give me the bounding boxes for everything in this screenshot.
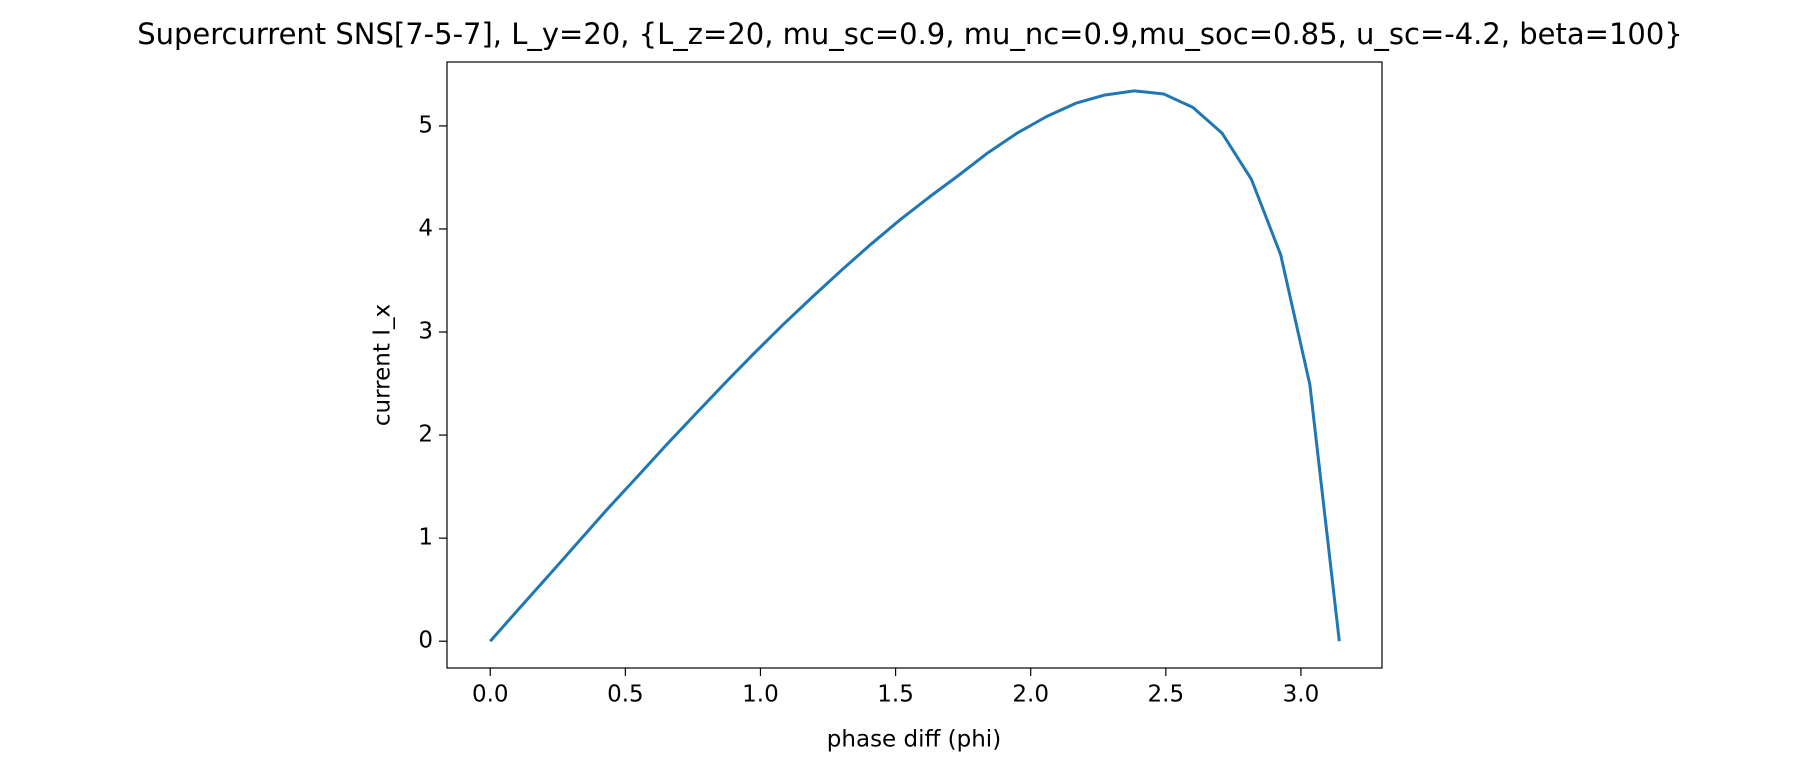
y-tick-label: 4 — [418, 215, 433, 241]
y-tick-label: 3 — [418, 319, 433, 345]
data-line — [489, 89, 1341, 643]
x-tick-label: 0.5 — [607, 682, 644, 708]
chart-title: Supercurrent SNS[7-5-7], L_y=20, {L_z=20… — [137, 17, 1683, 51]
y-axis-label: current I_x — [370, 304, 396, 426]
y-tick-label: 1 — [418, 525, 433, 551]
y-tick-label: 0 — [418, 628, 433, 654]
x-axis-label: phase diff (phi) — [827, 727, 1001, 753]
x-tick-label: 1.0 — [742, 682, 779, 708]
x-tick-label: 1.5 — [877, 682, 914, 708]
x-tick-label: 2.0 — [1012, 682, 1049, 708]
x-tick-label: 3.0 — [1283, 682, 1320, 708]
x-tick-label: 2.5 — [1148, 682, 1185, 708]
plot-frame — [446, 61, 1383, 669]
y-tick-label: 2 — [418, 422, 433, 448]
y-tick-label: 5 — [418, 112, 433, 138]
x-tick-label: 0.0 — [472, 682, 509, 708]
